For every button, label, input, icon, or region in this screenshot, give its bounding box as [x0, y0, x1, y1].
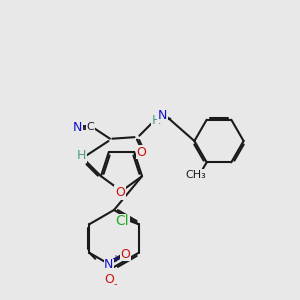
Text: O: O	[115, 186, 125, 199]
Text: -: -	[113, 279, 117, 289]
Text: H: H	[77, 149, 86, 162]
Text: O: O	[120, 248, 130, 261]
Text: O: O	[104, 273, 114, 286]
Text: N: N	[73, 121, 83, 134]
Text: N: N	[104, 258, 113, 271]
Text: N: N	[158, 109, 167, 122]
Text: H: H	[152, 114, 161, 127]
Text: Cl: Cl	[116, 214, 129, 228]
Text: O: O	[136, 146, 146, 159]
Text: C: C	[87, 122, 94, 132]
Text: +: +	[111, 254, 119, 264]
Text: CH₃: CH₃	[186, 170, 207, 180]
